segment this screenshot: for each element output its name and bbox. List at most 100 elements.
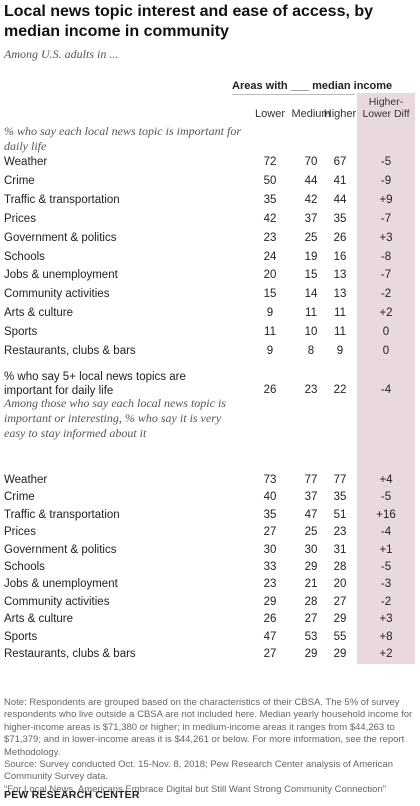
cell-lower: 35: [263, 193, 277, 206]
cell-lower: 23: [263, 578, 277, 591]
cell-diff: -8: [380, 250, 392, 263]
cell-lower: 30: [263, 543, 277, 556]
cell-lower: 23: [263, 231, 277, 244]
column-header-diff: Higher-Lower Diff: [362, 96, 410, 120]
cell-higher: 13: [333, 288, 347, 301]
cell-higher: 9: [336, 345, 344, 357]
row-label: Arts & culture: [4, 613, 74, 626]
chart-subtitle: Among U.S. adults in ...: [4, 47, 119, 61]
cell-higher: 11: [334, 326, 346, 339]
cell-higher: 13: [333, 269, 347, 282]
cell-higher: 27: [333, 595, 347, 608]
cell-lower: 33: [263, 561, 277, 573]
cell-higher: 11: [334, 307, 346, 320]
row-label: Government & politics: [4, 543, 117, 556]
cell-lower: 50: [263, 174, 277, 187]
cell-higher: 35: [333, 491, 347, 504]
row-label: Crime: [4, 174, 35, 187]
cell-higher: 67: [333, 156, 347, 168]
group-header-rule: [232, 94, 355, 95]
cell-lower: 29: [263, 595, 277, 608]
cell-higher: 26: [333, 231, 347, 244]
cell-higher: 29: [333, 648, 347, 660]
cell-lower: 11: [264, 326, 276, 339]
cell-medium: 28: [304, 595, 318, 608]
row-label: Restaurants, clubs & bars: [4, 648, 136, 660]
cell-medium: 21: [304, 578, 318, 591]
row-label: Prices: [4, 212, 36, 225]
cell-lower: 72: [263, 156, 277, 168]
cell-medium: 19: [304, 250, 318, 263]
chart-notes: Note: Respondents are grouped based on t…: [4, 697, 414, 796]
row-label: Prices: [4, 526, 36, 539]
row-label: Community activities: [4, 288, 110, 301]
cell-medium: 25: [304, 526, 318, 539]
cell-higher: 41: [333, 174, 347, 187]
cell-higher: 20: [333, 578, 347, 591]
report-title-text: “For Local News, Americans Embrace Digit…: [4, 783, 386, 795]
brand-logo-text: PEW RESEARCH CENTER: [4, 789, 140, 801]
row-label: Government & politics: [4, 231, 117, 244]
cell-higher: 16: [333, 250, 347, 263]
row-label: Traffic & transportation: [4, 193, 120, 206]
cell-lower: 42: [263, 212, 277, 225]
cell-medium: 42: [304, 193, 318, 206]
cell-higher: 28: [333, 561, 347, 573]
cell-lower: 27: [263, 648, 277, 660]
row-label: Schools: [4, 250, 45, 263]
cell-medium: 29: [304, 648, 318, 660]
cell-diff: +8: [379, 630, 393, 643]
cell-diff: 0: [382, 326, 390, 339]
cell-higher: 23: [333, 526, 347, 539]
diff-column-band: [357, 93, 415, 664]
cell-medium: 23: [304, 384, 318, 396]
row-label: Weather: [4, 474, 48, 486]
cell-lower: 27: [263, 526, 277, 539]
cell-diff: -4: [380, 526, 392, 539]
cell-diff: -2: [380, 595, 392, 608]
cell-diff: -9: [380, 174, 392, 187]
cell-diff: -5: [380, 156, 392, 168]
column-header-medium: Medium: [291, 108, 331, 120]
cell-higher: 29: [333, 613, 347, 626]
cell-lower: 26: [263, 384, 277, 396]
cell-diff: +1: [379, 543, 393, 556]
row-label: Schools: [4, 561, 45, 573]
cell-diff: +3: [379, 613, 393, 626]
cell-medium: 25: [304, 231, 318, 244]
cell-medium: 37: [304, 212, 318, 225]
cell-medium: 37: [304, 491, 318, 504]
row-label: Weather: [4, 156, 48, 168]
cell-lower: 9: [266, 345, 274, 357]
row-label: Sports: [4, 630, 38, 643]
cell-diff: +3: [379, 231, 393, 244]
cell-lower: 20: [263, 269, 277, 282]
cell-higher: 44: [333, 193, 347, 206]
cell-higher: 22: [333, 384, 347, 396]
cell-medium: 53: [304, 630, 318, 643]
cell-lower: 73: [263, 474, 277, 486]
cell-higher: 31: [333, 543, 347, 556]
section-heading-1: % who say each local news topic is impor…: [4, 124, 241, 153]
cell-medium: 77: [304, 474, 318, 486]
cell-medium: 30: [304, 543, 318, 556]
cell-diff: -2: [380, 288, 392, 301]
cell-medium: 29: [304, 561, 318, 573]
row-label: Traffic & transportation: [4, 508, 120, 521]
cell-diff: +9: [379, 193, 393, 206]
cell-diff: +2: [379, 307, 393, 320]
cell-lower: 35: [263, 508, 277, 521]
cell-diff: 0: [382, 345, 390, 357]
cell-diff: -7: [380, 269, 392, 282]
cell-medium: 70: [304, 156, 318, 168]
cell-diff: -4: [380, 384, 392, 396]
cell-lower: 47: [263, 630, 277, 643]
cell-diff: -5: [380, 491, 392, 504]
cell-medium: 27: [304, 613, 318, 626]
cell-medium: 14: [304, 288, 318, 301]
cell-higher: 51: [333, 508, 347, 521]
cell-medium: 10: [304, 326, 318, 339]
cell-diff: +2: [379, 648, 393, 660]
cell-higher: 77: [333, 474, 347, 486]
